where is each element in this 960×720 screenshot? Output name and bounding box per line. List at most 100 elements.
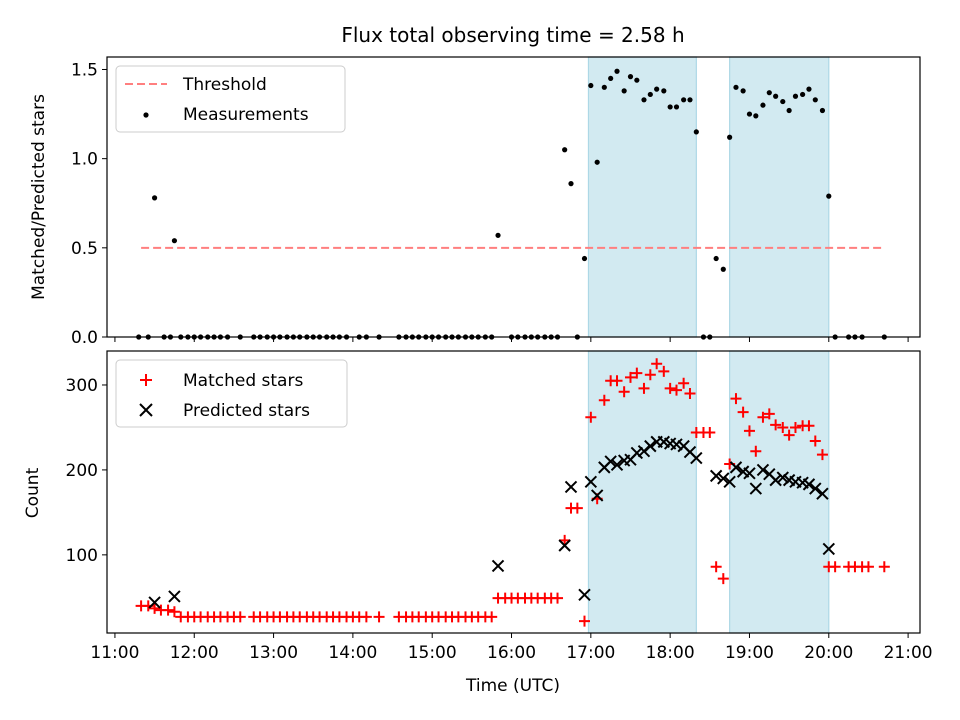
observing-window-bands: [587, 350, 830, 634]
matched-star-point: [770, 419, 782, 431]
x-tick-label: 17:00: [566, 643, 615, 663]
measurement-point: [713, 255, 719, 262]
matched-star-point: [678, 377, 690, 389]
measurement-point: [733, 84, 739, 90]
chart-title: Flux total observing time = 2.58 h: [341, 23, 684, 47]
measurement-point: [667, 104, 673, 110]
matched-stars-layer: [135, 358, 890, 627]
predicted-star-point: [816, 487, 829, 500]
predicted-star-point: [558, 539, 571, 552]
matched-star-point: [638, 382, 650, 394]
measurement-point: [495, 232, 501, 238]
count-panel: 100 200 300 11:00 12:00 13:00 14:00 15:00 16:00…: [23, 350, 933, 696]
measurement-point: [641, 97, 647, 103]
y-tick-label: 1.5: [71, 60, 98, 80]
matched-star-point: [168, 606, 180, 618]
measurement-point: [740, 88, 746, 94]
matched-star-point: [777, 421, 789, 433]
measurement-point: [621, 88, 627, 94]
predicted-star-point: [729, 461, 743, 474]
measurement-point: [780, 98, 786, 105]
predicted-star-point: [717, 472, 730, 485]
measurement-point: [727, 134, 733, 140]
top-y-ticks: 0.0 0.5 1.0 1.5: [71, 60, 107, 348]
matched-star-point: [373, 611, 385, 623]
measurement-point: [654, 86, 660, 92]
predicted-star-point: [756, 463, 770, 477]
matched-star-point: [360, 611, 372, 623]
predicted-star-point: [749, 482, 763, 495]
top-axes-frame: [106, 56, 921, 338]
predicted-star-point: [590, 489, 604, 502]
measurement-point: [806, 86, 812, 92]
predicted-star-point: [690, 451, 703, 465]
matched-star-point: [670, 384, 682, 396]
predicted-star-point: [670, 438, 683, 451]
top-y-axis-label: Matched/Predicted stars: [29, 94, 49, 300]
measurement-point: [581, 255, 588, 262]
matched-star-point: [149, 602, 161, 614]
predicted-star-point: [168, 590, 181, 603]
predicted-star-point: [491, 559, 505, 573]
matched-star-point: [803, 420, 815, 432]
bottom-axes-frame: [106, 350, 921, 634]
matched-star-point: [878, 561, 890, 573]
x-tick-label: 15:00: [408, 643, 457, 663]
predicted-star-point: [604, 455, 617, 468]
x-tick-label: 21:00: [884, 643, 933, 663]
measurement-point: [681, 97, 687, 103]
top-legend-box: [115, 65, 346, 133]
measurements-legend-label: Measurements: [183, 105, 309, 125]
matched-star-point: [717, 573, 729, 585]
measurement-point: [568, 181, 574, 187]
predicted-star-point: [630, 446, 644, 460]
measurement-point: [661, 88, 667, 94]
matched-star-point: [862, 561, 874, 573]
bottom-x-ticks: 11:00 12:00 13:00 14:00 15:00 16:00 17:00 18:00…: [90, 633, 933, 663]
matched-star-point: [730, 393, 742, 405]
predicted-star-point: [578, 588, 591, 601]
threshold-legend-label: Threshold: [182, 75, 267, 95]
bottom-y-ticks: 100 200 300: [66, 376, 107, 566]
matched-star-point: [829, 561, 841, 573]
matched-star-point: [631, 367, 643, 379]
matched-star-point: [578, 615, 590, 627]
predicted-legend-swatch: [139, 403, 153, 417]
matched-star-point: [552, 592, 564, 604]
x-tick-label: 20:00: [804, 643, 853, 663]
matched-star-point: [624, 371, 636, 383]
predicted-legend-label: Predicted stars: [183, 401, 310, 421]
matched-star-point: [757, 411, 769, 423]
x-tick-label: 12:00: [170, 643, 219, 663]
predicted-star-point: [564, 480, 578, 494]
x-tick-label: 16:00: [487, 643, 536, 663]
predicted-star-point: [723, 475, 736, 489]
predicted-star-point: [644, 439, 657, 453]
measurement-point: [760, 102, 766, 108]
predicted-star-point: [776, 471, 789, 484]
matched-star-point: [611, 375, 623, 387]
matched-legend-swatch: [140, 374, 152, 386]
measurement-point: [746, 111, 753, 117]
measurement-point: [766, 90, 772, 96]
predicted-star-point: [809, 482, 822, 495]
matched-star-point: [750, 445, 762, 457]
measurement-point: [562, 147, 568, 153]
matched-star-point: [809, 435, 821, 447]
matched-star-point: [710, 561, 722, 573]
top-legend: Threshold Measurements: [115, 65, 346, 133]
bottom-legend-box: [115, 359, 348, 428]
measurement-point: [627, 74, 634, 80]
predicted-star-point: [610, 458, 624, 472]
measurement-point: [800, 91, 806, 98]
y-tick-label: 100: [66, 546, 98, 566]
matched-legend-label: Matched stars: [183, 371, 303, 391]
measurement-point: [601, 84, 607, 90]
x-axis-label: Time (UTC): [465, 676, 560, 696]
matched-star-point: [737, 406, 749, 418]
measurement-point: [594, 159, 600, 165]
measurement-point: [720, 266, 726, 272]
measurement-point: [753, 113, 759, 119]
matched-star-point: [598, 394, 610, 406]
